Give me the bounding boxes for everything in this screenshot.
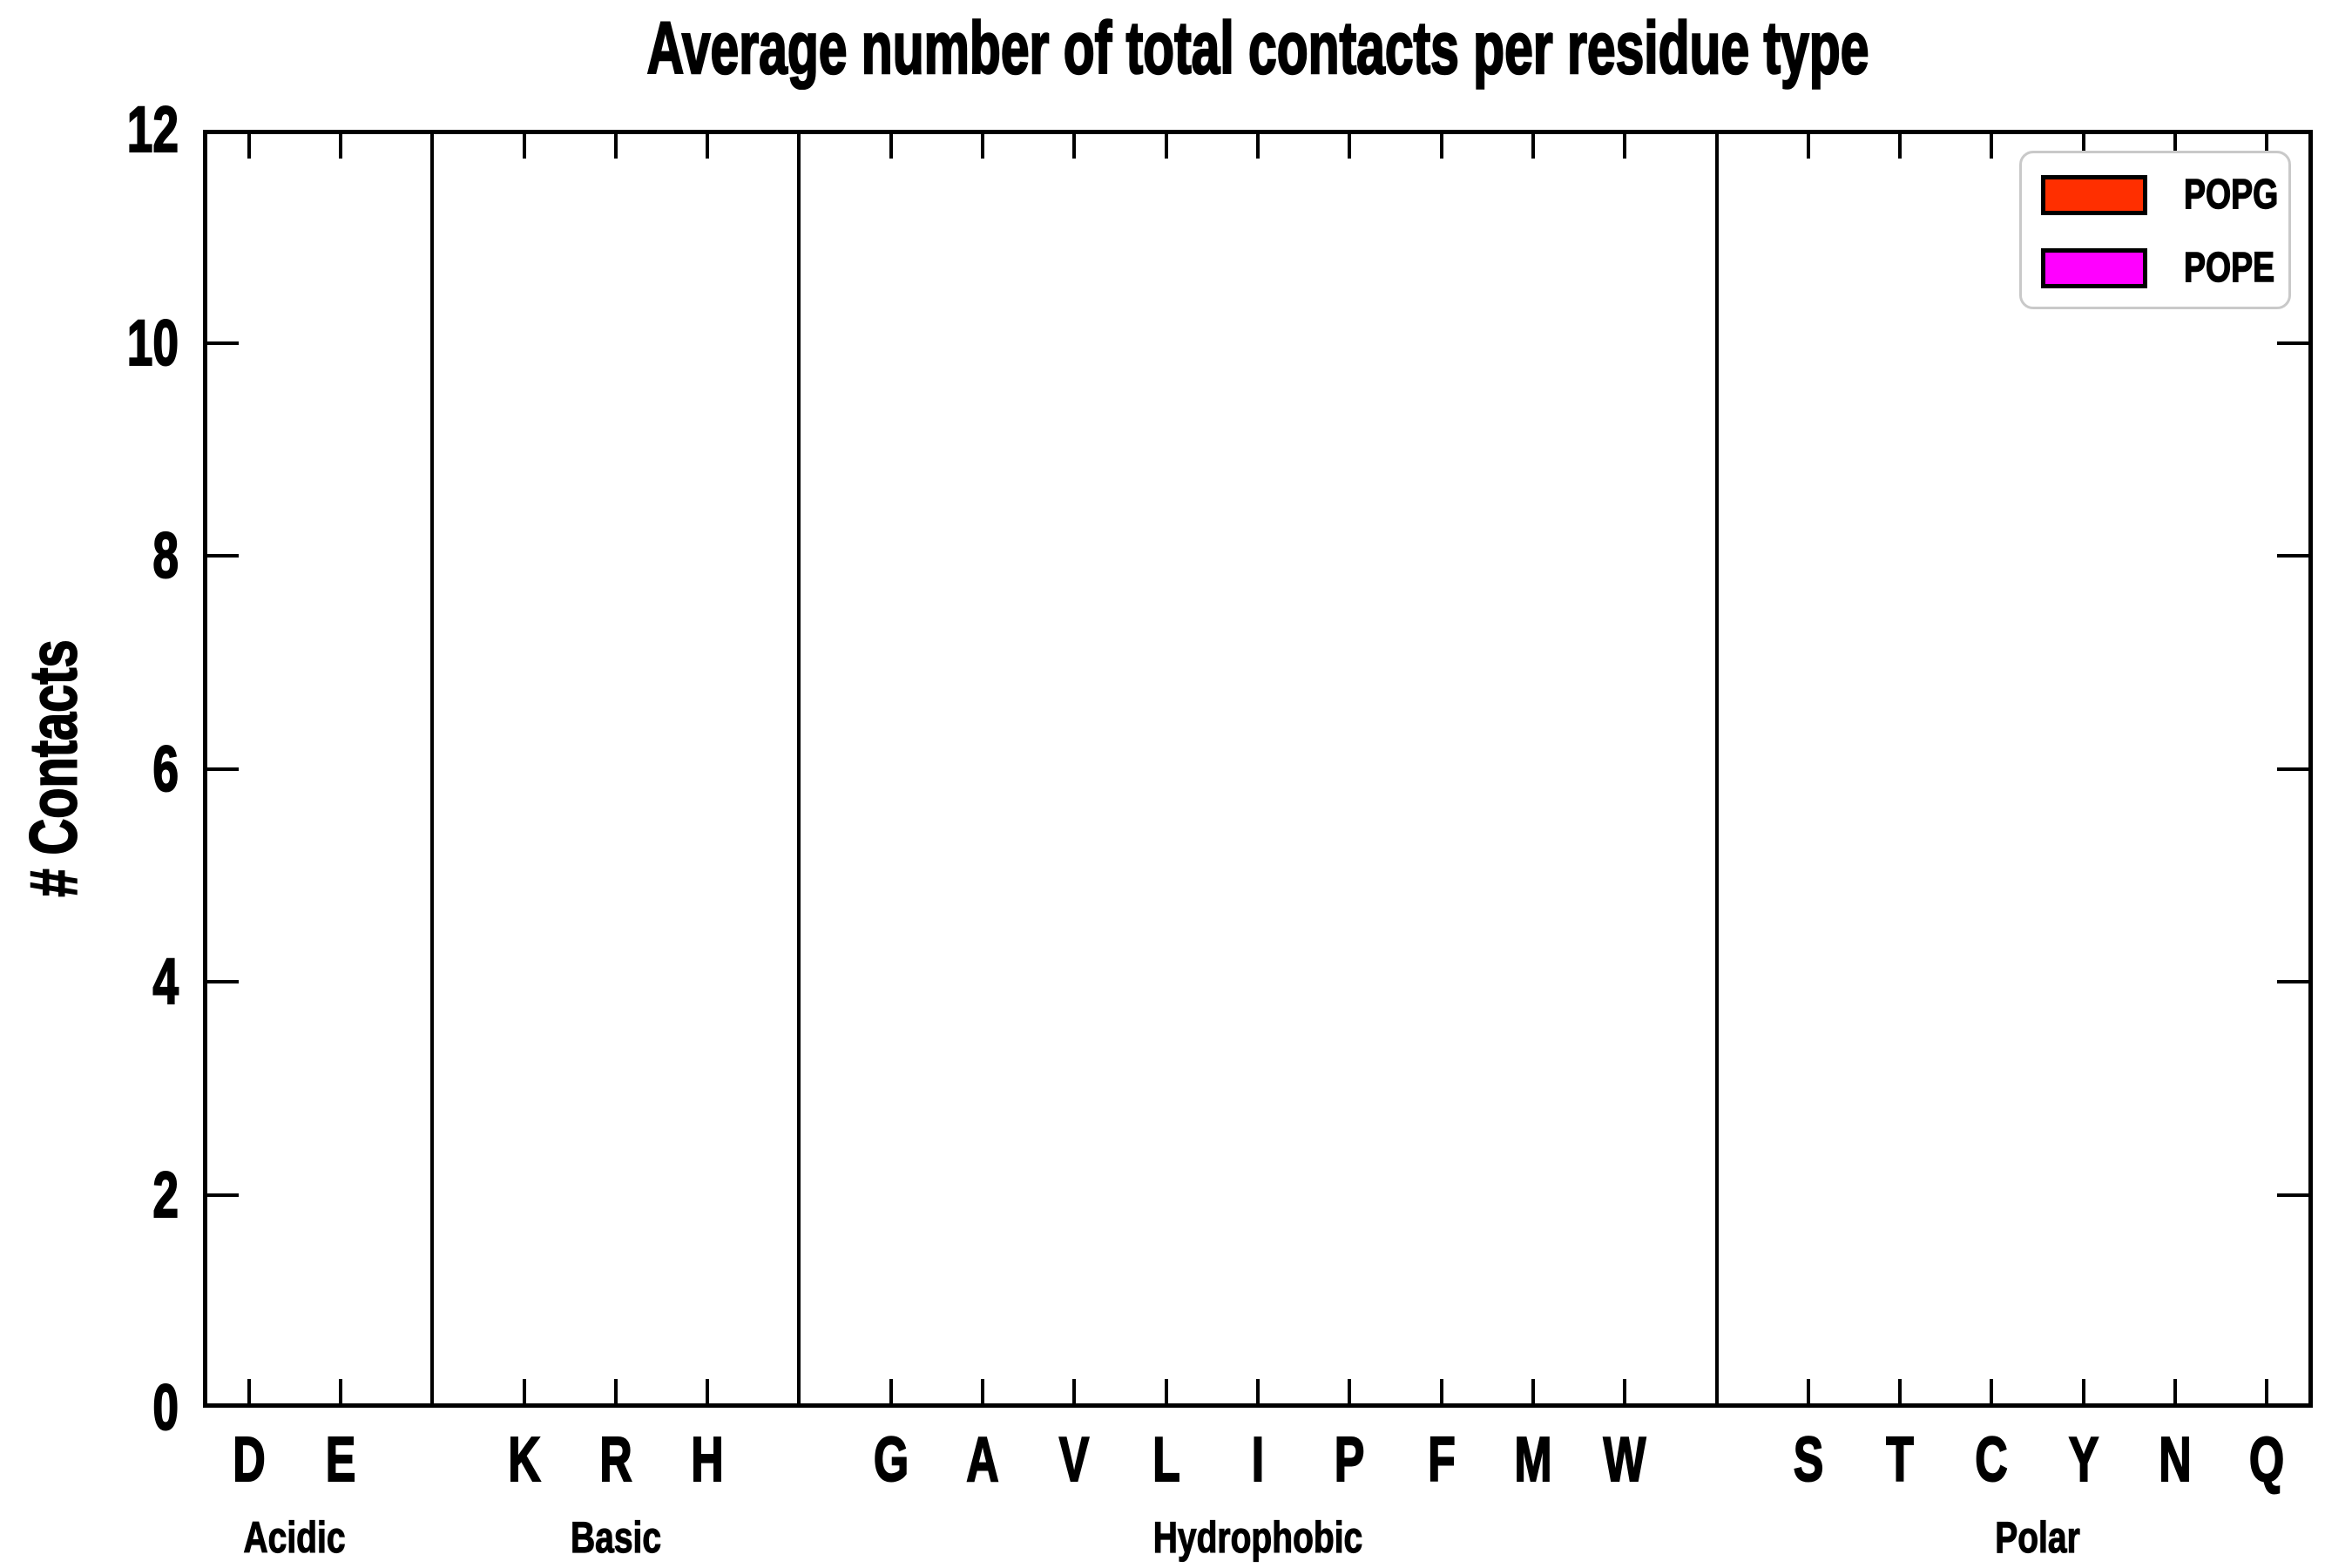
y-tick-right-6 <box>2277 767 2308 771</box>
x-tick-top-W <box>1623 134 1627 159</box>
x-tick-bottom-A <box>981 1379 985 1403</box>
x-tick-top-V <box>1072 134 1077 159</box>
x-tick-bottom-V <box>1072 1379 1077 1403</box>
legend-label-popg: POPG <box>2183 172 2279 218</box>
plot-frame <box>203 130 2313 1408</box>
y-tick-right-2 <box>2277 1193 2308 1197</box>
residue-label-P: P <box>1334 1424 1365 1496</box>
y-tick-label-10: 10 <box>126 306 179 379</box>
residue-label-K: K <box>507 1424 541 1496</box>
x-tick-top-E <box>338 134 342 159</box>
x-tick-top-F <box>1439 134 1443 159</box>
legend-swatch-pope <box>2041 248 2147 288</box>
residue-label-N: N <box>2159 1424 2193 1496</box>
residue-label-C: C <box>1975 1424 2009 1496</box>
chart-title: Average number of total contacts per res… <box>646 6 1870 91</box>
x-tick-top-N <box>2173 134 2178 159</box>
x-tick-top-T <box>1898 134 1903 159</box>
group-label-Acidic: Acidic <box>243 1512 346 1562</box>
x-tick-bottom-K <box>522 1379 526 1403</box>
x-tick-top-Y <box>2081 134 2085 159</box>
y-tick-left-4 <box>207 980 239 983</box>
residue-label-Q: Q <box>2248 1424 2285 1496</box>
x-tick-bottom-I <box>1256 1379 1260 1403</box>
residue-label-V: V <box>1058 1424 1090 1496</box>
x-tick-top-D <box>247 134 251 159</box>
residue-label-W: W <box>1603 1424 1646 1496</box>
y-tick-label-2: 2 <box>152 1158 179 1231</box>
x-tick-bottom-Y <box>2081 1379 2085 1403</box>
group-divider-2 <box>1714 130 1719 1408</box>
x-tick-bottom-C <box>1990 1379 1994 1403</box>
group-label-Polar: Polar <box>1995 1512 2080 1562</box>
residue-label-G: G <box>873 1424 909 1496</box>
x-tick-bottom-L <box>1164 1379 1168 1403</box>
residue-label-D: D <box>232 1424 266 1496</box>
x-tick-top-K <box>522 134 526 159</box>
group-label-Basic: Basic <box>570 1512 661 1562</box>
y-tick-label-4: 4 <box>152 945 179 1017</box>
x-tick-bottom-T <box>1898 1379 1903 1403</box>
group-divider-0 <box>430 130 435 1408</box>
x-tick-top-Q <box>2265 134 2269 159</box>
x-tick-top-G <box>889 134 893 159</box>
x-tick-top-M <box>1531 134 1535 159</box>
x-tick-top-C <box>1990 134 1994 159</box>
residue-label-F: F <box>1427 1424 1456 1496</box>
y-tick-label-12: 12 <box>126 93 179 166</box>
x-tick-bottom-R <box>613 1379 618 1403</box>
y-tick-right-10 <box>2277 341 2308 345</box>
x-tick-bottom-Q <box>2265 1379 2269 1403</box>
residue-label-M: M <box>1514 1424 1553 1496</box>
y-tick-left-2 <box>207 1193 239 1197</box>
x-tick-top-I <box>1256 134 1260 159</box>
y-tick-label-6: 6 <box>152 732 179 805</box>
residue-label-Y: Y <box>2068 1424 2099 1496</box>
residue-label-L: L <box>1152 1424 1180 1496</box>
x-tick-bottom-W <box>1623 1379 1627 1403</box>
x-tick-top-S <box>1806 134 1810 159</box>
x-tick-bottom-S <box>1806 1379 1810 1403</box>
residue-label-E: E <box>325 1424 356 1496</box>
x-tick-bottom-G <box>889 1379 893 1403</box>
y-tick-label-0: 0 <box>152 1371 179 1443</box>
legend-label-pope: POPE <box>2183 245 2275 291</box>
residue-label-S: S <box>1793 1424 1824 1496</box>
legend: POPG POPE <box>2019 151 2291 309</box>
x-tick-bottom-F <box>1439 1379 1443 1403</box>
y-tick-left-10 <box>207 341 239 345</box>
group-label-Hydrophobic: Hydrophobic <box>1152 1512 1363 1562</box>
residue-label-R: R <box>598 1424 632 1496</box>
y-tick-right-8 <box>2277 554 2308 558</box>
x-tick-bottom-H <box>706 1379 710 1403</box>
residue-label-I: I <box>1251 1424 1265 1496</box>
group-divider-1 <box>797 130 801 1408</box>
residue-label-T: T <box>1886 1424 1915 1496</box>
y-tick-right-4 <box>2277 980 2308 983</box>
legend-swatch-popg <box>2041 175 2147 215</box>
x-tick-bottom-E <box>338 1379 342 1403</box>
x-tick-top-R <box>613 134 618 159</box>
x-tick-top-A <box>981 134 985 159</box>
y-tick-left-6 <box>207 767 239 771</box>
x-tick-bottom-M <box>1531 1379 1535 1403</box>
y-tick-left-8 <box>207 554 239 558</box>
residue-label-H: H <box>691 1424 725 1496</box>
x-tick-bottom-N <box>2173 1379 2178 1403</box>
x-tick-bottom-D <box>247 1379 251 1403</box>
residue-label-A: A <box>966 1424 1000 1496</box>
x-tick-top-P <box>1348 134 1352 159</box>
x-tick-bottom-P <box>1348 1379 1352 1403</box>
x-tick-top-H <box>706 134 710 159</box>
y-tick-label-8: 8 <box>152 519 179 591</box>
x-tick-top-L <box>1164 134 1168 159</box>
